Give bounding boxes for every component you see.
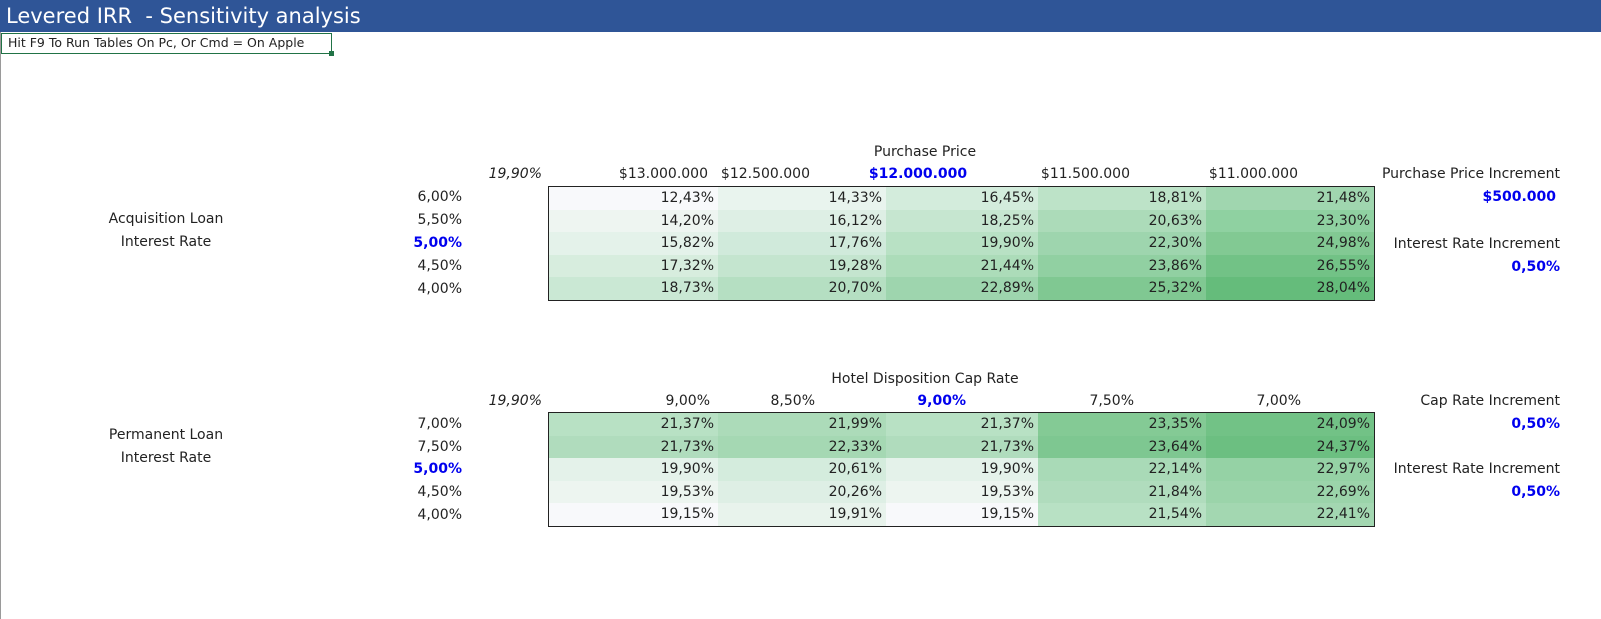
table2-cell[interactable]: 22,69% [1206, 480, 1374, 504]
hint-cell-selected[interactable]: Hit F9 To Run Tables On Pc, Or Cmd = On … [1, 33, 332, 54]
table1-col-label: $11.000.000 [1208, 166, 1298, 182]
table1-row-axis-label: Interest Rate [120, 234, 212, 250]
table2-cell[interactable]: 19,90% [886, 458, 1038, 481]
table2-cell[interactable]: 21,99% [718, 413, 886, 436]
title-bar: Levered IRR - Sensitivity analysis [0, 0, 1601, 32]
table1-cell[interactable]: 22,30% [1038, 232, 1206, 255]
table1-cell[interactable]: 14,33% [718, 187, 886, 210]
table1-cell[interactable]: 20,70% [718, 277, 886, 300]
interest-rate-increment-value[interactable]: 0,50% [1511, 484, 1560, 500]
table2-cell[interactable]: 19,90% [549, 458, 718, 481]
table2-cell[interactable]: 22,41% [1206, 503, 1374, 526]
table2-cell[interactable]: 19,53% [886, 480, 1038, 504]
table1-cell[interactable]: 17,76% [718, 232, 886, 255]
page-title: Levered IRR - Sensitivity analysis [6, 4, 361, 28]
table2-col-label: 8,50% [770, 393, 815, 409]
table1-cell[interactable]: 18,81% [1038, 187, 1206, 210]
table2-base-value: 19,90% [488, 393, 542, 409]
table2-cell[interactable]: 22,97% [1206, 458, 1374, 481]
table1-cell[interactable]: 16,45% [886, 187, 1038, 210]
table2-cell[interactable]: 24,37% [1206, 435, 1374, 459]
table1-row-label-base: 5,00% [413, 235, 462, 251]
table2-col-label: 7,00% [1256, 393, 1301, 409]
table1-col-label: $12.500.000 [720, 166, 810, 182]
interest-rate-increment-value[interactable]: 0,50% [1511, 259, 1560, 275]
cap-rate-increment-label: Cap Rate Increment [1420, 393, 1560, 409]
table2-row-axis-label: Interest Rate [120, 450, 212, 466]
table2-row-label-base: 5,00% [413, 461, 462, 477]
table2-cell[interactable]: 23,64% [1038, 435, 1206, 459]
table2-cell[interactable]: 21,84% [1038, 480, 1206, 504]
table2-cell[interactable]: 19,91% [718, 503, 886, 526]
table1-col-label: $11.500.000 [1040, 166, 1130, 182]
table2-cell[interactable]: 19,15% [549, 503, 718, 526]
table2-cell[interactable]: 19,15% [886, 503, 1038, 526]
table1-col-label-base: $12.000.000 [868, 166, 968, 182]
table1-row-label: 4,00% [417, 281, 462, 297]
table2-cell[interactable]: 23,35% [1038, 413, 1206, 436]
fill-handle[interactable] [329, 51, 334, 56]
table2-cell[interactable]: 22,14% [1038, 458, 1206, 481]
table1-cell[interactable]: 14,20% [549, 209, 718, 233]
table2-cell[interactable]: 21,73% [886, 435, 1038, 459]
table1-row-axis-label: Acquisition Loan [108, 211, 224, 227]
table2-row-label: 7,00% [417, 416, 462, 432]
table2-cell[interactable]: 21,73% [549, 435, 718, 459]
table1-cell[interactable]: 19,28% [718, 254, 886, 278]
interest-rate-increment-label: Interest Rate Increment [1393, 236, 1560, 252]
table1-cell[interactable]: 23,30% [1206, 209, 1374, 233]
table1-cell[interactable]: 22,89% [886, 277, 1038, 300]
table1-row-label: 6,00% [417, 189, 462, 205]
table2-header: Hotel Disposition Cap Rate [831, 371, 1019, 387]
table1-cell[interactable]: 24,98% [1206, 232, 1374, 255]
purchase-price-increment-label: Purchase Price Increment [1381, 166, 1560, 182]
table1-cell[interactable]: 25,32% [1038, 277, 1206, 300]
table1-col-label: $13.000.000 [618, 166, 708, 182]
table1-cell[interactable]: 19,90% [886, 232, 1038, 255]
table1-grid: 12,43% 14,33% 16,45% 18,81% 21,48% 14,20… [548, 186, 1375, 301]
table2-cell[interactable]: 19,53% [549, 480, 718, 504]
table1-header: Purchase Price [873, 144, 977, 160]
left-gridline [0, 32, 1, 619]
table2-row-label: 4,50% [417, 484, 462, 500]
table1-cell[interactable]: 16,12% [718, 209, 886, 233]
table1-cell[interactable]: 17,32% [549, 254, 718, 278]
table1-cell[interactable]: 26,55% [1206, 254, 1374, 278]
table1-cell[interactable]: 21,44% [886, 254, 1038, 278]
table2-cell[interactable]: 21,37% [549, 413, 718, 436]
table2-row-label: 4,00% [417, 507, 462, 523]
table2-cell[interactable]: 21,54% [1038, 503, 1206, 526]
table2-col-label: 7,50% [1089, 393, 1134, 409]
table2-row-label: 7,50% [417, 439, 462, 455]
table2-cell[interactable]: 21,37% [886, 413, 1038, 436]
table1-cell[interactable]: 18,25% [886, 209, 1038, 233]
table1-row-label: 5,50% [417, 212, 462, 228]
table2-col-label-base: 9,00% [917, 393, 966, 409]
table2-cell[interactable]: 20,26% [718, 480, 886, 504]
table1-cell[interactable]: 12,43% [549, 187, 718, 210]
table1-row-label: 4,50% [417, 258, 462, 274]
table1-cell[interactable]: 20,63% [1038, 209, 1206, 233]
table1-cell[interactable]: 28,04% [1206, 277, 1374, 300]
table2-cell[interactable]: 22,33% [718, 435, 886, 459]
table1-cell[interactable]: 15,82% [549, 232, 718, 255]
table2-col-label: 9,00% [665, 393, 710, 409]
table2-cell[interactable]: 24,09% [1206, 413, 1374, 436]
table1-cell[interactable]: 18,73% [549, 277, 718, 300]
table1-cell[interactable]: 21,48% [1206, 187, 1374, 210]
table2-grid: 21,37% 21,99% 21,37% 23,35% 24,09% 21,73… [548, 412, 1375, 527]
table1-base-value: 19,90% [488, 166, 542, 182]
interest-rate-increment-label: Interest Rate Increment [1393, 461, 1560, 477]
table2-cell[interactable]: 20,61% [718, 458, 886, 481]
purchase-price-increment-value[interactable]: $500.000 [1482, 189, 1556, 205]
cap-rate-increment-value[interactable]: 0,50% [1511, 416, 1560, 432]
table1-cell[interactable]: 23,86% [1038, 254, 1206, 278]
table2-row-axis-label: Permanent Loan [108, 427, 224, 443]
